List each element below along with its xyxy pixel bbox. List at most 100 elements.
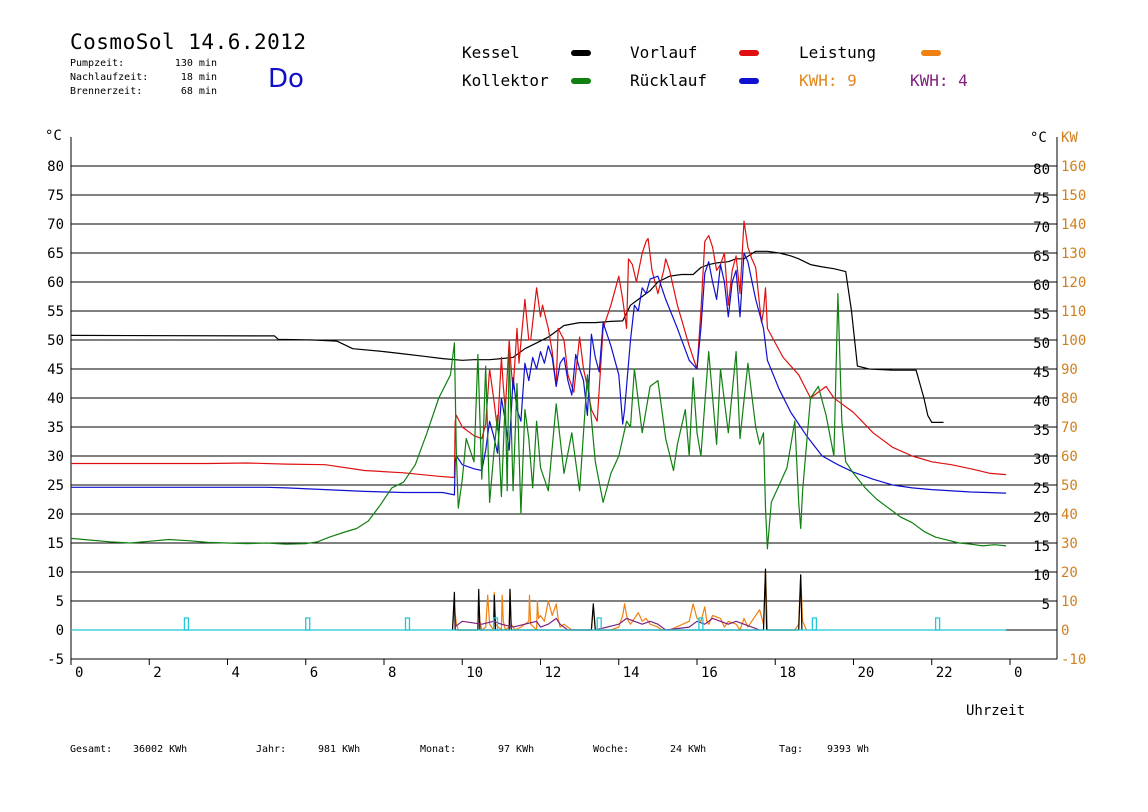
y-tick-label-right: 5 [1042, 597, 1050, 613]
series-line-vorlauf [71, 220, 1007, 479]
pump-marker [596, 617, 602, 631]
x-tick-label: 14 [623, 665, 640, 681]
legend-swatch-kollektor [571, 78, 591, 84]
y-tick-label-right: 70 [1033, 220, 1050, 236]
y-tick-label-left: 25 [47, 478, 64, 494]
y-tick-label-left: 30 [47, 449, 64, 465]
x-tick-label: 2 [153, 665, 161, 681]
legend-label-ruecklauf: Rücklauf [630, 71, 708, 90]
footer-monat-label: Monat: [420, 744, 457, 755]
y-tick-label-right: 60 [1033, 278, 1050, 294]
legend-kwh-secondary: KWH: 4 [910, 71, 968, 90]
series-line-kwh2 [454, 617, 760, 631]
x-tick-label: 8 [388, 665, 396, 681]
x-tick-label: 6 [310, 665, 318, 681]
x-tick-label: 18 [779, 665, 796, 681]
y-tick-label-right: 40 [1033, 394, 1050, 410]
kw-tick-label: 40 [1061, 507, 1078, 523]
kw-tick-label: 130 [1061, 246, 1086, 262]
kw-tick-label: 120 [1061, 275, 1086, 291]
kw-tick-label: 20 [1061, 565, 1078, 581]
y-tick-label-left: 65 [47, 246, 64, 262]
y-tick-label-right: 10 [1033, 568, 1050, 584]
y-tick-label-left: 50 [47, 333, 64, 349]
kw-tick-label: 30 [1061, 536, 1078, 552]
chart-title: CosmoSol 14.6.2012 [70, 30, 307, 54]
legend-swatch-leistung [921, 50, 941, 56]
y-tick-label-left: -5 [47, 652, 64, 668]
kw-tick-label: 60 [1061, 449, 1078, 465]
y-tick-label-left: 70 [47, 217, 64, 233]
x-tick-label: 22 [936, 665, 953, 681]
stat-value-brennerzeit: 68 min [180, 86, 217, 97]
kw-tick-label: 160 [1061, 159, 1086, 175]
y-tick-label-right: 25 [1033, 481, 1050, 497]
pump-marker [811, 617, 818, 631]
y-tick-label-right: 65 [1033, 249, 1050, 265]
series-line-kollektor [70, 293, 1007, 550]
stat-label-brennerzeit: Brennerzeit: [70, 86, 143, 97]
y-tick-label-left: 20 [47, 507, 64, 523]
y-tick-label-right: 20 [1033, 510, 1050, 526]
stat-label-nachlaufzeit: Nachlaufzeit: [70, 72, 149, 83]
kw-unit-label: KW [1061, 130, 1078, 146]
series-line-kessel-leistung [451, 568, 803, 631]
legend-label-kessel: Kessel [462, 43, 520, 62]
pump-marker [934, 617, 941, 631]
legend-swatch-vorlauf [739, 50, 759, 56]
kw-tick-label: 100 [1061, 333, 1086, 349]
y-tick-label-right: 80 [1033, 162, 1050, 178]
y-tick-label-left: 55 [47, 304, 64, 320]
x-tick-label: 4 [232, 665, 240, 681]
weekday-label: Do [268, 64, 304, 94]
y-tick-label-right: 50 [1033, 336, 1050, 352]
y-tick-label-right: 45 [1033, 365, 1050, 381]
kw-tick-label: 70 [1061, 420, 1078, 436]
pump-marker [404, 617, 411, 631]
legend-label-vorlauf: Vorlauf [630, 43, 698, 62]
y-tick-label-left: 10 [47, 565, 64, 581]
legend-label-leistung: Leistung [799, 43, 877, 62]
footer-tag-value: 9393 Wh [827, 744, 870, 755]
footer-jahr-value: 981 KWh [318, 744, 361, 755]
x-tick-label: 16 [701, 665, 718, 681]
y-tick-label-left: 45 [47, 362, 64, 378]
pump-marker [492, 617, 499, 631]
footer-gesamt-value: 36002 KWh [133, 744, 188, 755]
y-unit-label-left: °C [45, 128, 62, 144]
legend-swatch-kessel [571, 50, 591, 56]
kw-tick-label: 50 [1061, 478, 1078, 494]
kw-tick-label: 140 [1061, 217, 1086, 233]
legend-label-kollektor: Kollektor [462, 71, 549, 90]
stat-label-pumpzeit: Pumpzeit: [70, 58, 125, 69]
footer-jahr-label: Jahr: [256, 744, 287, 755]
kw-tick-label: -10 [1061, 652, 1086, 668]
kw-tick-label: 110 [1061, 304, 1086, 320]
legend-swatch-ruecklauf [739, 78, 759, 84]
y-tick-label-right: 30 [1033, 452, 1050, 468]
footer-gesamt-label: Gesamt: [70, 744, 113, 755]
kw-tick-label: 90 [1061, 362, 1078, 378]
y-tick-label-left: 40 [47, 391, 64, 407]
x-tick-label: 10 [466, 665, 483, 681]
x-tick-label: 0 [1014, 665, 1022, 681]
x-tick-label: 20 [858, 665, 875, 681]
x-tick-label: 0 [75, 665, 83, 681]
y-tick-label-right: 75 [1033, 191, 1050, 207]
kw-tick-label: 150 [1061, 188, 1086, 204]
series-line-r-cklauf [71, 252, 1007, 496]
y-unit-label-right: °C [1030, 130, 1047, 146]
footer-woche-value: 24 KWh [670, 744, 707, 755]
series-line-kessel [70, 250, 944, 423]
y-tick-label-left: 80 [47, 159, 64, 175]
y-tick-label-left: 75 [47, 188, 64, 204]
footer-woche-label: Woche: [593, 744, 630, 755]
legend-kwh-total: KWH: 9 [799, 71, 857, 90]
kw-tick-label: 80 [1061, 391, 1078, 407]
y-tick-label-right: 15 [1033, 539, 1050, 555]
kw-tick-label: 10 [1061, 594, 1078, 610]
footer-tag-label: Tag: [779, 744, 804, 755]
x-tick-label: 12 [545, 665, 562, 681]
y-tick-label-left: 15 [47, 536, 64, 552]
y-tick-label-right: 35 [1033, 423, 1050, 439]
